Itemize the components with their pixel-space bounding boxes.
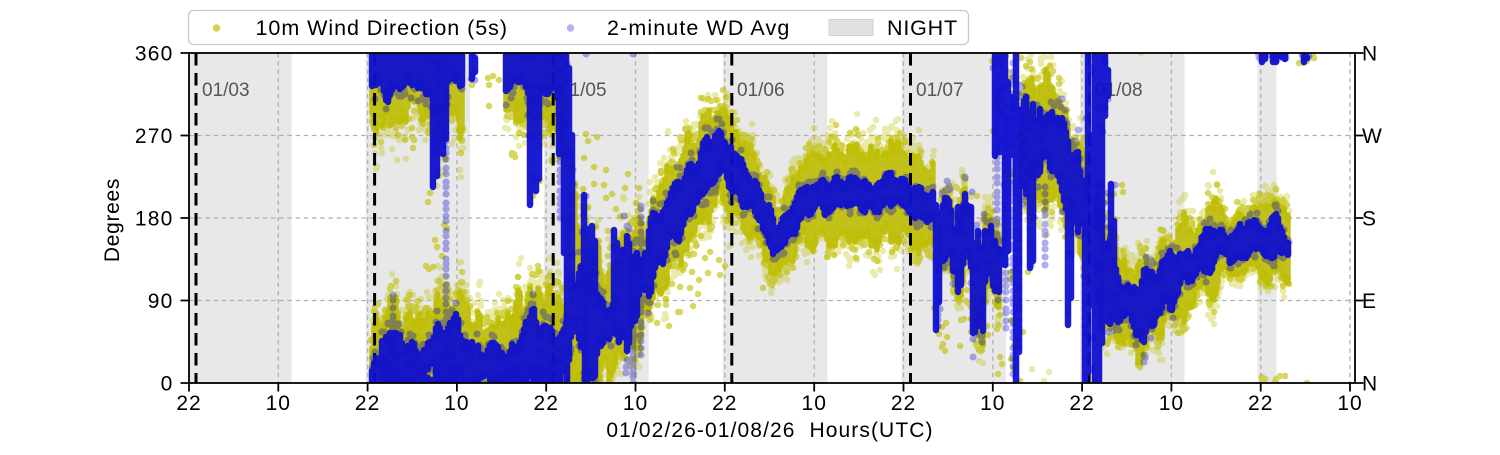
svg-text:10: 10 [444,392,469,415]
svg-text:10: 10 [623,392,648,415]
svg-text:22: 22 [176,392,201,415]
svg-text:N: N [1362,43,1377,66]
svg-text:22: 22 [891,392,916,415]
svg-text:22: 22 [1069,392,1094,415]
svg-text:2-minute WD Avg: 2-minute WD Avg [607,16,790,40]
svg-text:22: 22 [712,392,737,415]
svg-text:10: 10 [802,392,827,415]
svg-text:0: 0 [161,373,174,396]
svg-text:22: 22 [534,392,559,415]
svg-text:NIGHT: NIGHT [887,16,958,40]
svg-text:01/03: 01/03 [202,80,250,101]
svg-text:10: 10 [1337,392,1362,415]
svg-text:01/07: 01/07 [916,80,964,101]
svg-text:Degrees: Degrees [101,178,124,262]
svg-text:270: 270 [135,125,174,148]
svg-text:S: S [1362,208,1376,231]
svg-text:E: E [1362,290,1376,313]
svg-text:01/06: 01/06 [737,80,785,101]
svg-text:90: 90 [148,290,174,313]
svg-text:10: 10 [980,392,1005,415]
svg-text:W: W [1362,125,1382,148]
svg-text:360: 360 [135,43,174,66]
svg-text:10m Wind Direction (5s): 10m Wind Direction (5s) [256,16,508,40]
svg-text:22: 22 [355,392,380,415]
svg-text:N: N [1362,373,1377,396]
svg-text:01/02/26-01/08/26 Hours(UTC): 01/02/26-01/08/26 Hours(UTC) [606,419,933,442]
svg-text:10: 10 [266,392,291,415]
svg-text:10: 10 [1159,392,1184,415]
svg-text:22: 22 [1248,392,1273,415]
svg-text:180: 180 [135,208,174,231]
